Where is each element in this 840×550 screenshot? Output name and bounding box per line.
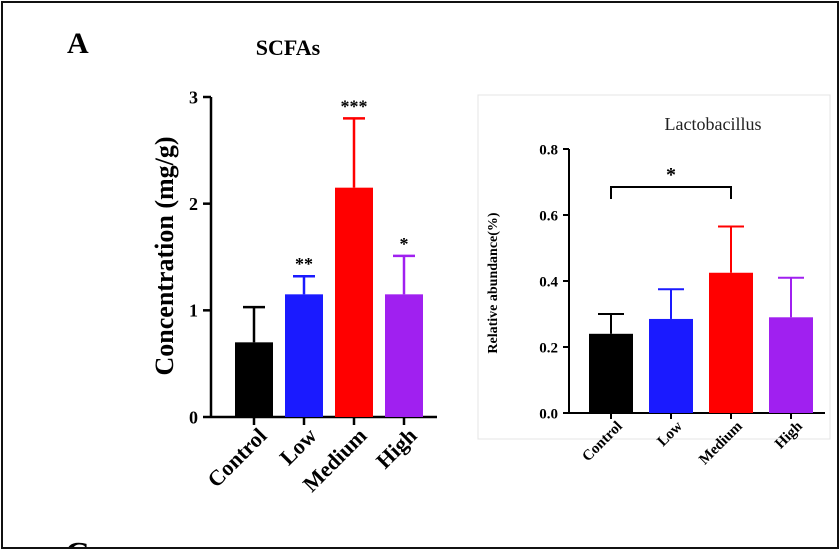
left-y-tick-label: 0 [189,407,198,427]
left-bar-high [385,294,423,417]
right-bar-control [589,333,633,413]
lactobacillus-bars: * [589,164,813,413]
right-comparison-label: * [666,164,676,186]
scfas-chart-title: SCFAs [256,35,321,60]
right-bar-low [649,318,693,413]
lactobacillus-chart-title: Lactobacillus [665,114,762,134]
left-y-tick-label: 2 [189,194,198,214]
right-y-tick-label: 0.2 [539,340,558,356]
lactobacillus-y-axis-label: Relative abundance(%) [486,212,501,354]
left-x-tick-label-high: High [371,423,422,474]
panel-label-a: A [67,27,89,60]
right-bar-high [769,317,813,413]
left-significance-medium: *** [341,96,368,116]
left-bar-medium [335,187,373,417]
scfas-bars: ****** [235,96,423,417]
figure-canvas: A C SCFAs Concentration (mg/g) 0 1 2 3 Contr… [65,27,831,549]
left-bar-control [235,342,273,417]
right-comparison-bracket [610,186,732,199]
left-bar-low [285,294,323,417]
panel-label-c: C [65,536,90,549]
right-y-tick-label: 0.8 [539,142,558,158]
right-y-tick-label: 0.0 [539,406,558,422]
left-significance-high: * [400,234,409,254]
left-x-tick-label-control: Control [202,423,271,492]
left-y-tick-label: 1 [189,301,198,321]
right-bar-medium [709,272,753,413]
left-significance-low: ** [295,254,313,274]
scfas-y-axis-label: Concentration (mg/g) [150,136,179,375]
right-y-tick-label: 0.6 [539,208,558,224]
right-y-tick-label: 0.4 [539,274,558,290]
left-y-tick-label: 3 [189,87,198,107]
